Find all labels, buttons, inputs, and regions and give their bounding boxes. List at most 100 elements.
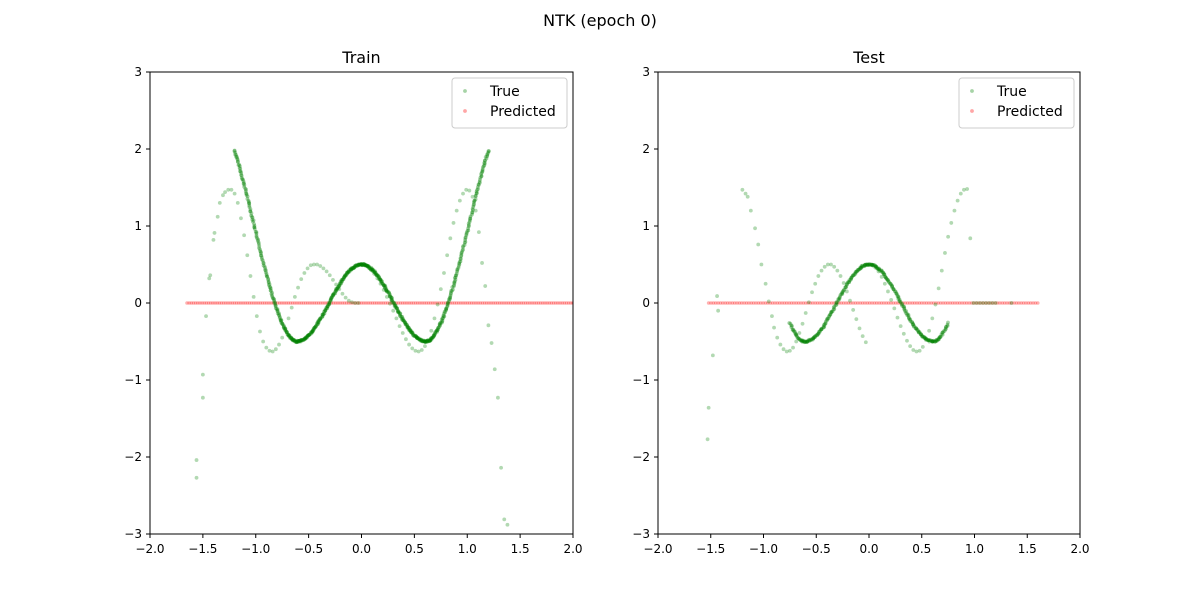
true-point: [242, 183, 247, 187]
true-point: [440, 316, 445, 321]
true-point: [283, 326, 288, 331]
true-point: [324, 306, 329, 311]
true-point: [244, 191, 249, 196]
true-point: [965, 187, 970, 191]
predicted-point: [323, 301, 327, 305]
true-point: [873, 265, 878, 270]
true-point: [326, 302, 331, 307]
true-point: [874, 264, 879, 269]
true-point: [468, 216, 473, 221]
true-point: [428, 336, 433, 341]
predicted-point: [870, 301, 874, 305]
predicted-point: [901, 301, 905, 305]
true-point: [454, 271, 459, 276]
true-point: [825, 318, 830, 323]
true-point: [306, 333, 311, 337]
true-point: [706, 405, 711, 410]
true-point: [356, 262, 361, 267]
true-point: [474, 191, 479, 196]
true-point: [410, 346, 415, 351]
predicted-point: [1026, 301, 1031, 305]
true-point: [323, 308, 328, 313]
true-point: [324, 306, 329, 310]
true-point: [303, 336, 308, 341]
true-point: [338, 279, 343, 284]
true-point: [470, 210, 475, 215]
true-point: [837, 296, 842, 301]
true-point: [413, 348, 418, 353]
true-point: [270, 294, 275, 299]
true-point: [791, 328, 796, 333]
true-point: [277, 342, 281, 347]
x-tick-label: 1.0: [965, 542, 984, 556]
true-point: [819, 327, 824, 332]
predicted-point: [226, 301, 230, 305]
true-point: [791, 327, 795, 332]
predicted-point: [908, 301, 912, 305]
true-point: [473, 193, 478, 198]
true-point: [459, 253, 464, 257]
predicted-point: [299, 301, 304, 305]
true-point: [226, 187, 231, 192]
true-point: [323, 308, 328, 313]
predicted-point: [340, 301, 345, 305]
predicted-point: [1007, 301, 1012, 305]
true-point: [404, 322, 409, 327]
true-point: [362, 262, 367, 267]
predicted-point: [396, 301, 401, 305]
true-point: [322, 309, 326, 314]
true-point: [858, 265, 863, 270]
predicted-point: [258, 301, 263, 305]
true-point: [304, 335, 309, 340]
true-point: [384, 294, 389, 299]
true-point: [922, 335, 926, 339]
true-point: [395, 309, 400, 314]
true-point: [377, 277, 381, 281]
true-point: [433, 331, 438, 336]
true-point: [265, 274, 270, 279]
true-point: [461, 247, 465, 252]
predicted-point: [784, 301, 789, 305]
true-point: [896, 294, 901, 299]
predicted-point: [469, 301, 474, 305]
true-point: [247, 200, 251, 204]
true-point: [914, 326, 919, 331]
true-point: [413, 334, 418, 338]
true-point: [829, 310, 834, 315]
true-point: [900, 304, 905, 308]
true-point: [809, 337, 814, 342]
true-point: [486, 149, 491, 153]
predicted-point: [929, 301, 934, 305]
true-point: [388, 301, 392, 306]
true-point: [487, 149, 491, 154]
true-point: [474, 191, 479, 196]
true-point: [359, 262, 364, 267]
predicted-point: [775, 301, 780, 305]
true-point: [204, 314, 208, 318]
true-point: [421, 339, 425, 344]
true-point: [406, 327, 411, 332]
predicted-point: [252, 301, 256, 305]
true-point: [410, 330, 415, 335]
true-point: [382, 285, 387, 290]
true-point: [868, 262, 873, 267]
true-point: [868, 262, 873, 267]
predicted-point: [718, 301, 723, 305]
true-point: [879, 268, 884, 273]
true-point: [845, 281, 850, 286]
true-point: [911, 323, 916, 327]
true-point: [238, 166, 243, 171]
panel-title: Train: [341, 48, 380, 67]
true-point: [743, 191, 748, 196]
true-point: [294, 339, 299, 344]
true-point: [933, 339, 938, 344]
true-point: [896, 295, 901, 300]
predicted-point: [569, 301, 573, 305]
true-point: [444, 307, 448, 312]
true-point: [363, 263, 368, 268]
true-point: [848, 278, 853, 282]
true-point: [805, 339, 810, 344]
true-point: [373, 269, 377, 274]
true-point: [483, 161, 487, 166]
